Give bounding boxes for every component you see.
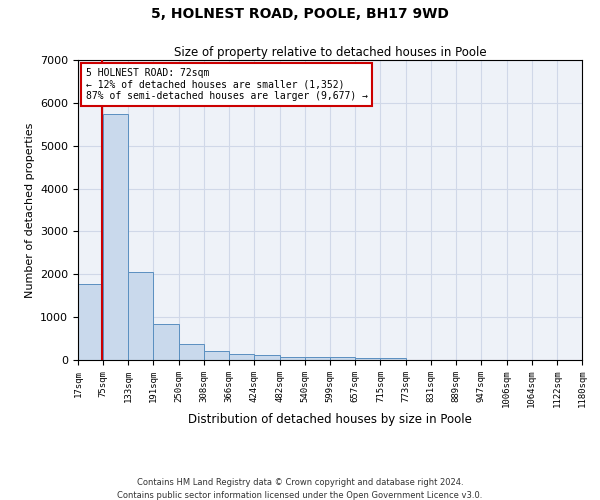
Title: Size of property relative to detached houses in Poole: Size of property relative to detached ho… <box>173 46 487 59</box>
Bar <box>128 272 154 360</box>
Text: Contains HM Land Registry data © Crown copyright and database right 2024.
Contai: Contains HM Land Registry data © Crown c… <box>118 478 482 500</box>
Bar <box>254 356 280 360</box>
Y-axis label: Number of detached properties: Number of detached properties <box>25 122 35 298</box>
Bar <box>154 324 179 360</box>
X-axis label: Distribution of detached houses by size in Poole: Distribution of detached houses by size … <box>188 413 472 426</box>
Text: 5, HOLNEST ROAD, POOLE, BH17 9WD: 5, HOLNEST ROAD, POOLE, BH17 9WD <box>151 8 449 22</box>
Bar <box>229 354 254 360</box>
Bar <box>78 284 103 360</box>
Bar <box>280 356 305 360</box>
Bar <box>355 358 380 360</box>
Bar <box>179 344 204 360</box>
Bar <box>204 350 229 360</box>
Text: 5 HOLNEST ROAD: 72sqm
← 12% of detached houses are smaller (1,352)
87% of semi-d: 5 HOLNEST ROAD: 72sqm ← 12% of detached … <box>86 68 368 100</box>
Bar <box>380 358 406 360</box>
Bar <box>103 114 128 360</box>
Bar <box>330 358 355 360</box>
Bar <box>305 357 330 360</box>
